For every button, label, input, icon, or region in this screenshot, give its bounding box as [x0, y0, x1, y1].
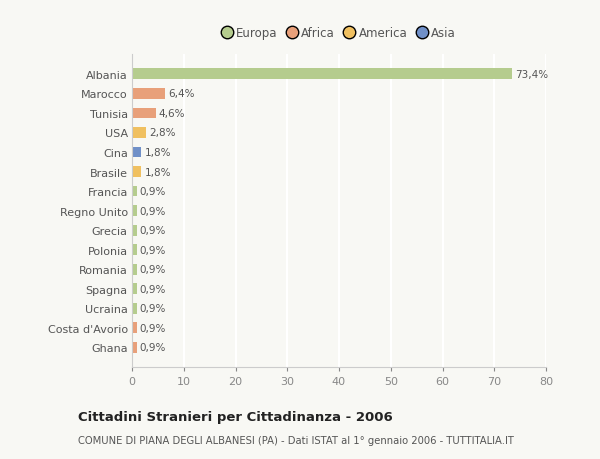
Bar — [132, 69, 512, 80]
Bar — [132, 284, 137, 295]
Bar — [132, 264, 137, 275]
Text: 0,9%: 0,9% — [140, 226, 166, 235]
Text: Cittadini Stranieri per Cittadinanza - 2006: Cittadini Stranieri per Cittadinanza - 2… — [78, 410, 393, 423]
Bar — [132, 128, 146, 139]
Text: 1,8%: 1,8% — [145, 148, 171, 157]
Bar — [132, 323, 137, 334]
Text: 0,9%: 0,9% — [140, 245, 166, 255]
Bar — [132, 225, 137, 236]
Bar — [132, 89, 165, 100]
Text: 6,4%: 6,4% — [168, 89, 195, 99]
Text: 0,9%: 0,9% — [140, 343, 166, 353]
Text: 0,9%: 0,9% — [140, 284, 166, 294]
Text: 0,9%: 0,9% — [140, 323, 166, 333]
Text: 0,9%: 0,9% — [140, 206, 166, 216]
Text: 1,8%: 1,8% — [145, 167, 171, 177]
Bar — [132, 147, 142, 158]
Bar — [132, 342, 137, 353]
Bar — [132, 108, 156, 119]
Legend: Europa, Africa, America, Asia: Europa, Africa, America, Asia — [218, 23, 460, 44]
Bar — [132, 206, 137, 217]
Text: 2,8%: 2,8% — [149, 128, 176, 138]
Bar — [132, 245, 137, 256]
Text: 0,9%: 0,9% — [140, 187, 166, 196]
Text: 0,9%: 0,9% — [140, 304, 166, 313]
Bar — [132, 186, 137, 197]
Text: 4,6%: 4,6% — [159, 109, 185, 118]
Text: COMUNE DI PIANA DEGLI ALBANESI (PA) - Dati ISTAT al 1° gennaio 2006 - TUTTITALIA: COMUNE DI PIANA DEGLI ALBANESI (PA) - Da… — [78, 435, 514, 445]
Text: 73,4%: 73,4% — [515, 70, 548, 79]
Bar — [132, 303, 137, 314]
Bar — [132, 167, 142, 178]
Text: 0,9%: 0,9% — [140, 265, 166, 274]
